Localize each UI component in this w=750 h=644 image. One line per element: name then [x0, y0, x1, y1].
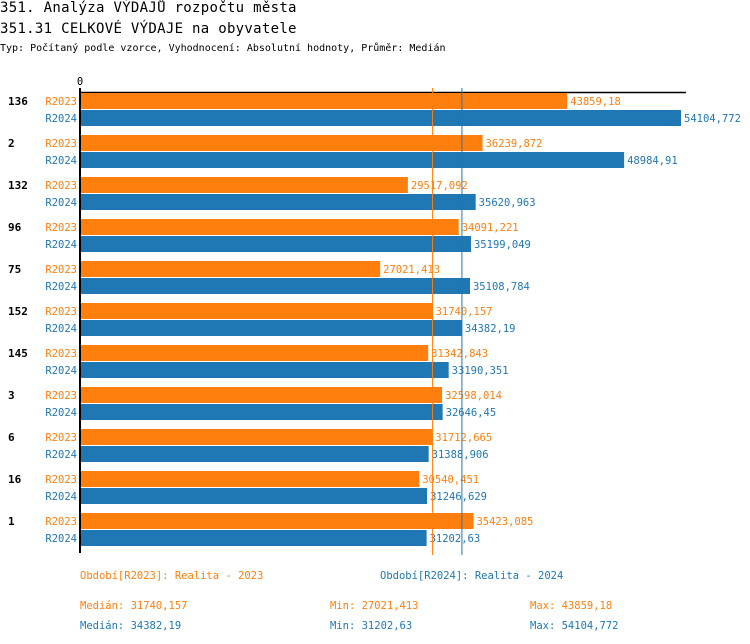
series-label: R2023 [45, 138, 77, 150]
category-label: 6 [8, 431, 15, 444]
series-label: R2023 [45, 474, 77, 486]
data-label: 29517,092 [411, 180, 468, 192]
series-label: R2023 [45, 222, 77, 234]
series-label: R2024 [45, 449, 77, 461]
bar-r2024 [80, 320, 462, 336]
median-r2023: Medián: 31740,157 [80, 600, 188, 612]
data-label: 30540,451 [422, 474, 479, 486]
series-label: R2023 [45, 516, 77, 528]
bar-r2023 [80, 93, 568, 109]
series-label: R2024 [45, 281, 77, 293]
data-label: 35199,049 [474, 239, 531, 251]
data-label: 35620,963 [479, 197, 536, 209]
bar-r2024 [80, 404, 443, 420]
category-label: 96 [8, 221, 22, 234]
series-label: R2024 [45, 491, 77, 503]
data-label: 31388,906 [432, 449, 489, 461]
data-label: 31202,63 [430, 533, 481, 545]
series-label: R2023 [45, 432, 77, 444]
bar-r2024 [80, 194, 476, 210]
category-label: 16 [8, 473, 22, 486]
bar-r2023 [80, 219, 459, 235]
bar-r2024 [80, 236, 471, 252]
page-title: 351. Analýza VÝDAJŮ rozpočtu města [0, 0, 297, 16]
bar-r2024 [80, 278, 470, 294]
bar-r2024 [80, 446, 429, 462]
max-r2023: Max: 43859,18 [530, 600, 613, 612]
max-r2024: Max: 54104,772 [530, 620, 619, 632]
data-label: 32646,45 [446, 407, 497, 419]
data-label: 34382,19 [465, 323, 516, 335]
data-label: 33190,351 [452, 365, 509, 377]
series-label: R2023 [45, 264, 77, 276]
bar-r2023 [80, 429, 433, 445]
bar-r2023 [80, 513, 474, 529]
category-label: 75 [8, 263, 21, 276]
series-label: R2024 [45, 113, 77, 125]
legend-r2024: Období[R2024]: Realita - 2024 [380, 570, 564, 582]
bar-r2024 [80, 110, 681, 126]
series-label: R2023 [45, 96, 77, 108]
chart-info: Typ: Počítaný podle vzorce, Vyhodnocení:… [0, 43, 446, 54]
data-label: 31712,665 [435, 432, 492, 444]
bar-r2023 [80, 261, 381, 277]
bar-r2024 [80, 488, 428, 504]
data-label: 48984,91 [627, 155, 678, 167]
data-label: 36239,872 [486, 138, 543, 150]
data-label: 35108,784 [473, 281, 530, 293]
median-r2024: Medián: 34382,19 [80, 620, 182, 632]
data-label: 31342,843 [431, 348, 488, 360]
series-label: R2023 [45, 348, 77, 360]
bar-r2024 [80, 362, 449, 378]
category-label: 3 [8, 389, 15, 402]
bar-r2023 [80, 471, 420, 487]
series-label: R2023 [45, 390, 77, 402]
bar-r2023 [80, 177, 408, 193]
series-label: R2024 [45, 155, 77, 167]
data-label: 54104,772 [684, 113, 741, 125]
category-label: 152 [8, 305, 28, 318]
series-label: R2024 [45, 407, 77, 419]
data-label: 27021,413 [383, 264, 440, 276]
series-label: R2023 [45, 180, 77, 192]
series-label: R2024 [45, 323, 77, 335]
bar-r2023 [80, 345, 429, 361]
series-label: R2024 [45, 197, 77, 209]
category-label: 1 [8, 515, 15, 528]
data-label: 43859,18 [570, 96, 621, 108]
category-label: 2 [8, 137, 15, 150]
min-r2023: Min: 27021,413 [330, 600, 419, 612]
min-r2024: Min: 31202,63 [330, 620, 413, 632]
series-label: R2024 [45, 365, 77, 377]
series-label: R2024 [45, 533, 77, 545]
bar-r2024 [80, 152, 625, 168]
category-label: 132 [8, 179, 28, 192]
bar-r2023 [80, 303, 433, 319]
bar-r2023 [80, 387, 443, 403]
data-label: 32598,014 [445, 390, 502, 402]
x-tick-label: 0 [77, 76, 83, 88]
bar-r2023 [80, 135, 483, 151]
data-label: 34091,221 [462, 222, 519, 234]
data-label: 35423,085 [476, 516, 533, 528]
data-label: 31246,629 [430, 491, 487, 503]
category-label: 136 [8, 95, 28, 108]
series-label: R2024 [45, 239, 77, 251]
legend-r2023: Období[R2023]: Realita - 2023 [80, 570, 264, 582]
bar-r2024 [80, 530, 427, 546]
category-label: 145 [8, 347, 28, 360]
page-subtitle: 351.31 CELKOVÉ VÝDAJE na obyvatele [0, 21, 297, 37]
series-label: R2023 [45, 306, 77, 318]
data-label: 31740,157 [436, 306, 493, 318]
